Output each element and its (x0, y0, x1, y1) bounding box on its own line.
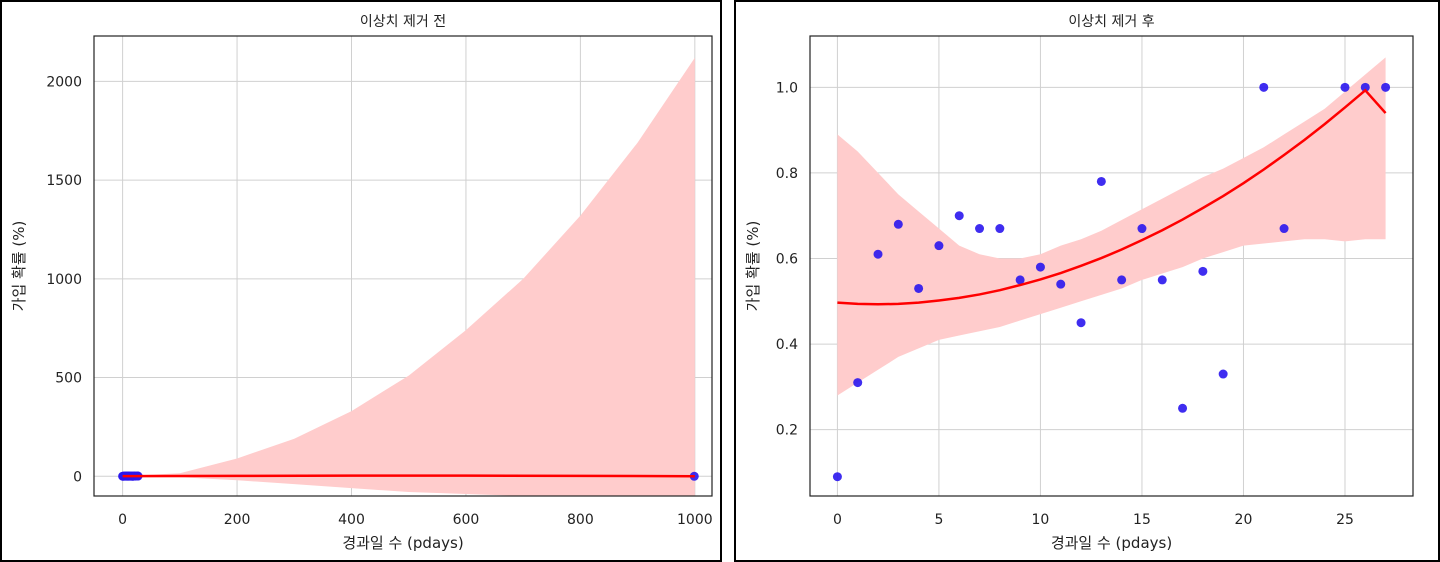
data-point (1056, 279, 1066, 289)
y-tick-label: 0 (73, 469, 82, 485)
data-point (1076, 318, 1086, 328)
data-point (1360, 82, 1370, 92)
x-tick-label: 600 (453, 512, 480, 528)
data-point (1178, 403, 1188, 413)
x-tick-label: 200 (224, 512, 251, 528)
y-tick-label: 1500 (46, 173, 82, 189)
data-point (1096, 176, 1106, 186)
y-axis-title: 가입 확률 (%) (10, 221, 28, 312)
x-tick-label: 0 (118, 512, 127, 528)
y-tick-label: 1.0 (776, 80, 798, 96)
data-point (873, 249, 883, 259)
data-point (1015, 275, 1025, 285)
regression-line (122, 474, 695, 478)
data-point (893, 219, 903, 229)
data-point (1198, 266, 1208, 276)
data-point (934, 241, 944, 251)
data-point (1381, 82, 1391, 92)
plot-frame (809, 35, 1414, 497)
confidence-band (122, 57, 695, 496)
data-point (995, 224, 1005, 234)
y-tick-label: 0.4 (776, 337, 798, 353)
x-tick-label: 5 (934, 512, 943, 528)
chart-before-outlier-removal: 0 200 400 600 800 1000 0 500 1000 1500 2000 이상치 제거 … (10, 14, 713, 552)
data-point (832, 472, 842, 482)
x-tick-label: 10 (1032, 512, 1050, 528)
x-tick-label: 15 (1133, 512, 1151, 528)
plot-content (118, 57, 699, 496)
y-tick-label: 500 (55, 371, 82, 387)
x-tick-label: 1000 (677, 512, 713, 528)
x-tick-label: 25 (1336, 512, 1354, 528)
y-tick-label: 1000 (46, 272, 82, 288)
data-point (1340, 82, 1350, 92)
data-point (954, 211, 964, 221)
x-tick-label: 20 (1235, 512, 1253, 528)
x-tick-label: 800 (567, 512, 594, 528)
x-axis-title: 경과일 수 (pdays) (1051, 534, 1172, 552)
y-tick-label: 0.6 (776, 252, 798, 268)
data-point (853, 378, 863, 388)
chart-title: 이상치 제거 전 (360, 14, 446, 30)
confidence-band (837, 57, 1386, 396)
data-point (1137, 224, 1147, 234)
y-tick-label: 0.8 (776, 166, 798, 182)
data-point (1157, 275, 1167, 285)
y-tick-label: 2000 (46, 74, 82, 90)
y-tick-label: 0.2 (776, 423, 798, 439)
data-point (1279, 224, 1289, 234)
chart-title: 이상치 제거 후 (1068, 14, 1154, 30)
data-point (1117, 275, 1127, 285)
data-point (975, 224, 985, 234)
left-chart-panel: 0 200 400 600 800 1000 0 500 1000 1500 2000 이상치 제거 … (0, 0, 722, 562)
x-tick-label: 0 (833, 512, 842, 528)
plot-frame (93, 35, 713, 497)
regression-line (837, 88, 1387, 306)
data-point (1218, 369, 1228, 379)
y-axis-title: 가입 확률 (%) (744, 221, 762, 312)
plot-content (832, 57, 1391, 482)
x-axis-title: 경과일 수 (pdays) (342, 534, 463, 552)
x-tick-label: 400 (338, 512, 365, 528)
data-point (1259, 82, 1269, 92)
data-point (914, 283, 924, 293)
data-point (1035, 262, 1045, 272)
